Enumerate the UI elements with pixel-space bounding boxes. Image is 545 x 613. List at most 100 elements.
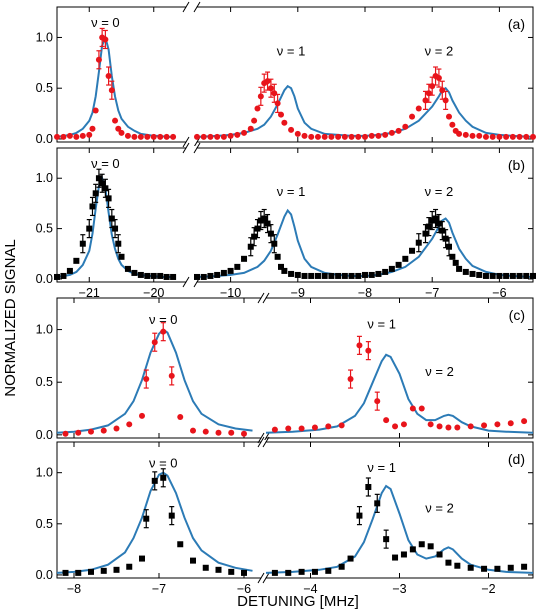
data-point [418,541,425,548]
data-point [271,426,278,433]
y-tick-label: 0.5 [36,222,53,236]
data-point [228,429,235,436]
data-point [60,133,67,140]
data-point [202,564,209,571]
data-point [308,272,315,279]
x-tick-label: −10 [220,286,241,300]
data-point [137,133,144,140]
data-point [382,268,389,275]
data-point [241,255,248,262]
data-point [516,272,523,279]
data-point [415,105,422,112]
y-tick-label: 1.0 [36,30,53,44]
data-point [365,347,372,354]
data-point [439,87,446,94]
data-point [435,220,442,227]
data-point [418,405,425,412]
data-point [409,546,416,553]
data-point [383,536,390,543]
data-point [88,568,94,575]
data-point [382,131,389,138]
data-point [200,133,207,140]
data-point [409,113,416,120]
x-tick-label: −8 [67,582,81,596]
data-point [462,268,469,275]
data-point [325,423,332,430]
axis-break-mark-top [182,142,201,154]
x-tick-label: −21 [79,286,100,300]
panel-a: 0.0 0.5 1.0 (a) ν = 0 ν = 1 ν = 2 [36,1,536,148]
data-point [62,569,69,576]
peak-annotation: ν = 2 [425,184,454,199]
peak-annotation: ν = 0 [149,456,178,471]
data-point [388,129,395,136]
panel-label: (d) [508,451,525,467]
data-point [60,272,67,279]
data-point [66,132,73,139]
data-point [435,75,442,82]
data-point [62,430,69,437]
data-point [446,113,452,120]
peak-annotation: ν = 2 [425,44,454,59]
data-point [314,272,321,279]
data-point [271,240,278,247]
data-point [257,217,264,224]
data-point [227,267,234,274]
data-point [476,132,483,139]
peak-annotation: ν = 0 [91,15,120,30]
data-point [308,133,315,140]
data-point [100,567,107,574]
peak-annotation: ν = 1 [367,460,396,475]
data-point [89,203,96,210]
data-point [454,424,461,431]
data-point [507,420,514,427]
data-point [220,133,227,140]
data-point [228,568,235,575]
data-point [445,559,452,566]
data-point [150,272,157,279]
x-axis-label: DETUNING [MHz] [237,593,359,610]
axis-break-mask-top [261,440,266,444]
data-point [102,36,109,43]
data-point [168,512,175,519]
data-point [523,133,530,140]
data-point [392,423,399,430]
fit-curve [265,353,534,434]
data-point [261,215,268,222]
data-point [427,543,434,550]
data-point [139,555,145,562]
data-point [247,243,254,250]
data-point [137,271,144,278]
data-point [234,263,241,270]
panel-label: (c) [509,307,525,323]
data-point [454,562,461,569]
data-point [254,225,261,232]
data-point [392,554,399,561]
data-point [285,425,292,432]
data-point [144,133,151,140]
data-point [113,566,120,573]
data-point [341,272,348,279]
x-tick-label: −6 [492,286,506,300]
data-point [409,405,416,412]
panel-d: 0.0 0.5 1.0 −8 −7 −6 −4 −3 −2 (d) ν = 0 ν = 1 ν = 2 [36,436,534,596]
data-point [108,87,115,94]
data-point [429,83,436,90]
data-point [341,133,348,140]
data-point [530,272,536,279]
peak-annotation: ν = 1 [277,184,306,199]
data-point [374,398,381,405]
data-point [481,422,488,429]
data-point [429,217,436,224]
data-point [271,90,278,97]
data-point [241,569,247,576]
data-point [321,133,328,140]
data-point [278,263,284,270]
data-point [311,424,318,431]
data-point [311,568,318,575]
data-point [100,427,107,434]
data-point [328,272,335,279]
panel-frame [56,441,534,579]
data-point [325,567,332,574]
